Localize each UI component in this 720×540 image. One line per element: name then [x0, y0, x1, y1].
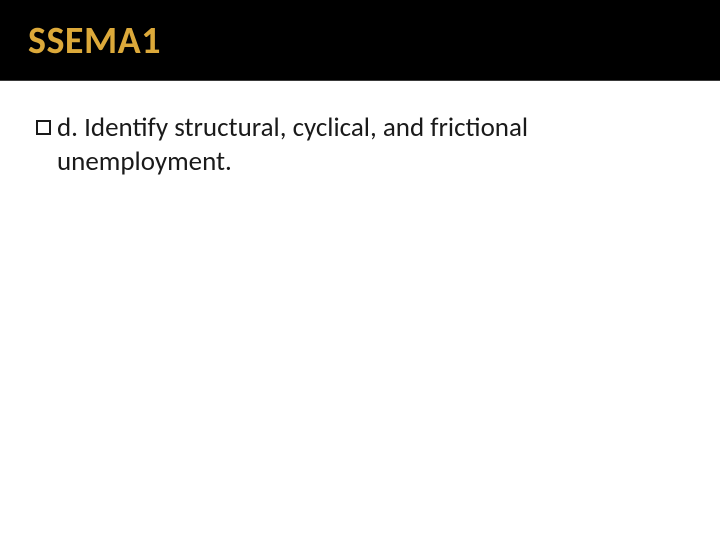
slide-title-bar: SSEMA1 [0, 0, 720, 81]
slide-content-area: d. Identify structural, cyclical, and fr… [0, 81, 720, 179]
bullet-item: d. Identify structural, cyclical, and fr… [36, 111, 684, 179]
bullet-square-icon [36, 120, 51, 135]
slide-title: SSEMA1 [28, 18, 692, 64]
bullet-text: d. Identify structural, cyclical, and fr… [57, 111, 684, 179]
